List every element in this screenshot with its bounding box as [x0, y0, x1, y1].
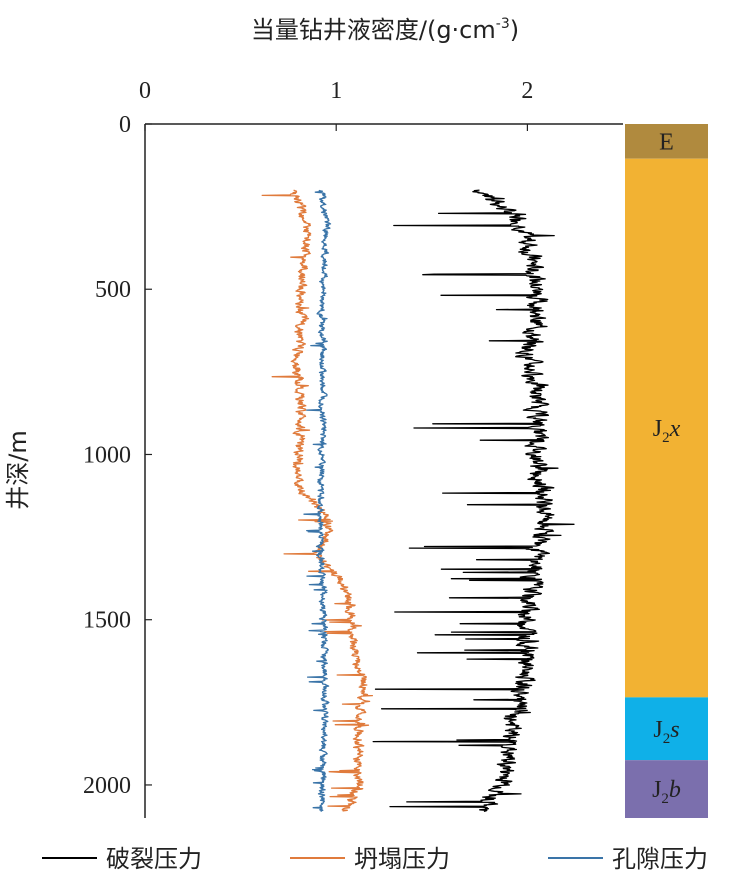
x-axis-title-text: 当量钻井液密度/(g·cm	[251, 16, 496, 44]
stratum-label: J2x	[653, 416, 681, 446]
stratum-label-sub: 2	[663, 731, 671, 747]
series-line-2	[303, 189, 332, 812]
y-tick-label: 1000	[83, 442, 131, 468]
x-axis-title: 当量钻井液密度/(g·cm-3)	[251, 16, 519, 44]
stratum-block	[625, 697, 708, 761]
stratum-block	[625, 158, 708, 698]
x-axis-title-close: )	[510, 16, 519, 44]
stratum-label-main: J	[653, 717, 662, 743]
y-tick-label: 2000	[83, 773, 131, 799]
stratum-label-italic: b	[669, 777, 681, 803]
stratum-label: J2s	[653, 717, 679, 747]
stratum-label-italic: s	[670, 717, 679, 743]
stratum-label-sub: 2	[662, 430, 670, 446]
y-tick-label: 1500	[83, 608, 131, 634]
series-line-1	[261, 189, 374, 812]
y-tick-label: 500	[95, 277, 131, 303]
x-tick-label: 2	[521, 78, 533, 104]
stratum-block	[625, 760, 708, 818]
legend-label: 孔隙压力	[612, 845, 708, 873]
legend-label: 坍塌压力	[354, 845, 450, 873]
stratum-label-main: E	[659, 129, 674, 155]
y-tick-label: 0	[119, 112, 131, 138]
x-tick-label: 0	[139, 78, 151, 104]
stratum-label: E	[659, 129, 674, 155]
stratum-label-italic: x	[669, 416, 681, 442]
stratum-block	[625, 124, 708, 159]
stratum-label-main: J	[653, 416, 662, 442]
y-axis-title: 井深/m	[4, 430, 32, 509]
series-line-0	[372, 189, 575, 813]
stratum-label-main: J	[652, 777, 661, 803]
stratum-label-sub: 2	[661, 791, 669, 807]
legend-label: 破裂压力	[106, 845, 202, 873]
x-tick-label: 1	[330, 78, 342, 104]
x-axis-title-exponent: -3	[496, 16, 510, 32]
stratum-label: J2b	[652, 777, 681, 807]
